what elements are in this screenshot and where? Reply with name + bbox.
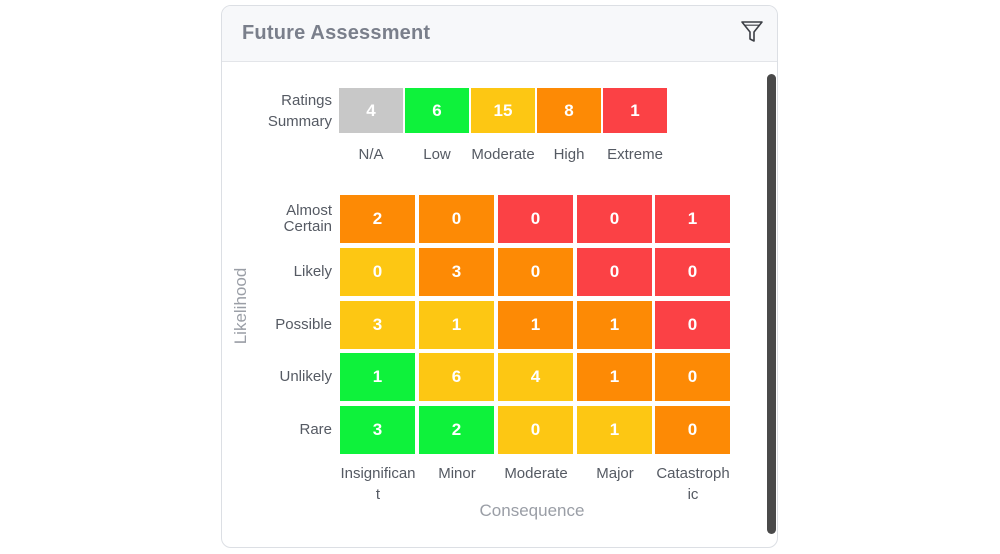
matrix-cell[interactable]: 1 xyxy=(419,301,494,349)
matrix-cell[interactable]: 2 xyxy=(419,406,494,454)
matrix-cell[interactable]: 0 xyxy=(577,248,652,296)
likelihood-label: Rare xyxy=(299,421,332,438)
matrix-cell[interactable]: 1 xyxy=(577,301,652,349)
likelihood-label: Possible xyxy=(275,316,332,333)
matrix-cell[interactable]: 1 xyxy=(340,353,415,401)
consequence-axis-label: Consequence xyxy=(479,501,585,520)
matrix-cell[interactable]: 0 xyxy=(498,248,573,296)
matrix-cell[interactable]: 0 xyxy=(340,248,415,296)
ratings-summary-label: Ratings Summary xyxy=(267,92,332,130)
consequence-label: Moderate xyxy=(504,465,568,482)
matrix-cell[interactable]: 1 xyxy=(577,406,652,454)
summary-caption: Extreme xyxy=(607,146,663,163)
matrix-cell[interactable]: 4 xyxy=(498,353,573,401)
matrix-cell[interactable]: 1 xyxy=(577,353,652,401)
summary-count-low[interactable]: 6 xyxy=(405,88,469,133)
consequence-label: Insignificant xyxy=(340,465,416,499)
matrix-cell[interactable]: 0 xyxy=(655,301,730,349)
matrix-cell[interactable]: 6 xyxy=(419,353,494,401)
matrix-cell[interactable]: 0 xyxy=(498,195,573,243)
future-assessment-panel: Future Assessment Ratings Summary 4 N/A 6 L… xyxy=(221,5,778,548)
matrix-cell[interactable]: 0 xyxy=(577,195,652,243)
likelihood-axis-label: Likelihood xyxy=(231,267,250,345)
summary-count-extreme[interactable]: 1 xyxy=(603,88,667,133)
matrix-cell[interactable]: 3 xyxy=(340,406,415,454)
likelihood-label: Likely xyxy=(293,263,332,280)
matrix-cell[interactable]: 0 xyxy=(655,353,730,401)
scrollbar[interactable] xyxy=(767,74,776,534)
matrix-cell[interactable]: 3 xyxy=(419,248,494,296)
summary-count-na[interactable]: 4 xyxy=(339,88,403,133)
matrix-cell[interactable]: 1 xyxy=(655,195,730,243)
matrix-cell[interactable]: 3 xyxy=(340,301,415,349)
consequence-label: Major xyxy=(596,465,634,482)
summary-caption: N/A xyxy=(358,146,384,163)
matrix-cell[interactable]: 1 xyxy=(498,301,573,349)
likelihood-label: Unlikely xyxy=(279,368,332,385)
summary-caption: High xyxy=(553,146,585,163)
summary-count-high[interactable]: 8 xyxy=(537,88,601,133)
matrix-cell[interactable]: 0 xyxy=(655,248,730,296)
matrix-cell[interactable]: 0 xyxy=(498,406,573,454)
matrix-cell[interactable]: 2 xyxy=(340,195,415,243)
summary-count-moderate[interactable]: 15 xyxy=(471,88,535,133)
panel-header: Future Assessment xyxy=(222,6,777,62)
likelihood-label: Almost Certain xyxy=(283,202,332,235)
consequence-label: Minor xyxy=(438,465,476,482)
filter-icon[interactable] xyxy=(739,19,765,45)
panel-title: Future Assessment xyxy=(242,22,431,44)
matrix-cell[interactable]: 0 xyxy=(655,406,730,454)
summary-caption: Moderate xyxy=(471,146,535,163)
summary-caption: Low xyxy=(423,146,451,163)
consequence-label: Catastrophic xyxy=(656,465,730,499)
matrix-cell[interactable]: 0 xyxy=(419,195,494,243)
